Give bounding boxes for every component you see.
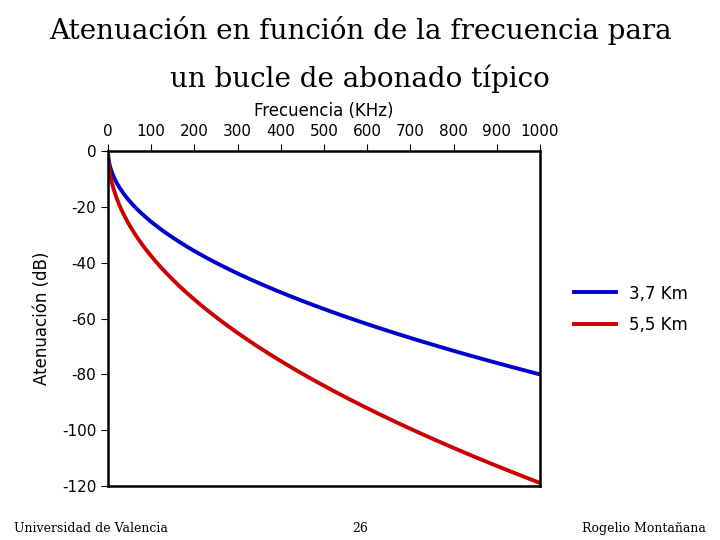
Text: Universidad de Valencia: Universidad de Valencia bbox=[14, 522, 168, 535]
3,7 Km bbox=[363, 321, 372, 327]
5,5 Km bbox=[426, 435, 435, 441]
3,7 Km bbox=[104, 148, 112, 154]
3,7 Km bbox=[269, 286, 277, 292]
Text: 26: 26 bbox=[352, 522, 368, 535]
3,7 Km bbox=[384, 328, 393, 334]
X-axis label: Frecuencia (KHz): Frecuencia (KHz) bbox=[254, 102, 394, 120]
Line: 3,7 Km: 3,7 Km bbox=[108, 151, 540, 374]
Legend: 3,7 Km, 5,5 Km: 3,7 Km, 5,5 Km bbox=[566, 276, 696, 343]
3,7 Km bbox=[182, 243, 191, 249]
Text: Rogelio Montañana: Rogelio Montañana bbox=[582, 522, 706, 535]
5,5 Km bbox=[536, 480, 544, 486]
5,5 Km bbox=[459, 449, 467, 455]
5,5 Km bbox=[269, 353, 277, 360]
Text: un bucle de abonado típico: un bucle de abonado típico bbox=[170, 65, 550, 93]
5,5 Km bbox=[384, 415, 393, 422]
3,7 Km bbox=[459, 350, 467, 357]
3,7 Km bbox=[536, 371, 544, 377]
Text: Atenuación en función de la frecuencia para: Atenuación en función de la frecuencia p… bbox=[49, 16, 671, 45]
5,5 Km bbox=[104, 148, 112, 154]
5,5 Km bbox=[363, 405, 372, 411]
3,7 Km bbox=[426, 341, 435, 347]
Y-axis label: Atenuación (dB): Atenuación (dB) bbox=[32, 252, 50, 385]
5,5 Km bbox=[182, 289, 191, 296]
Line: 5,5 Km: 5,5 Km bbox=[108, 151, 540, 483]
